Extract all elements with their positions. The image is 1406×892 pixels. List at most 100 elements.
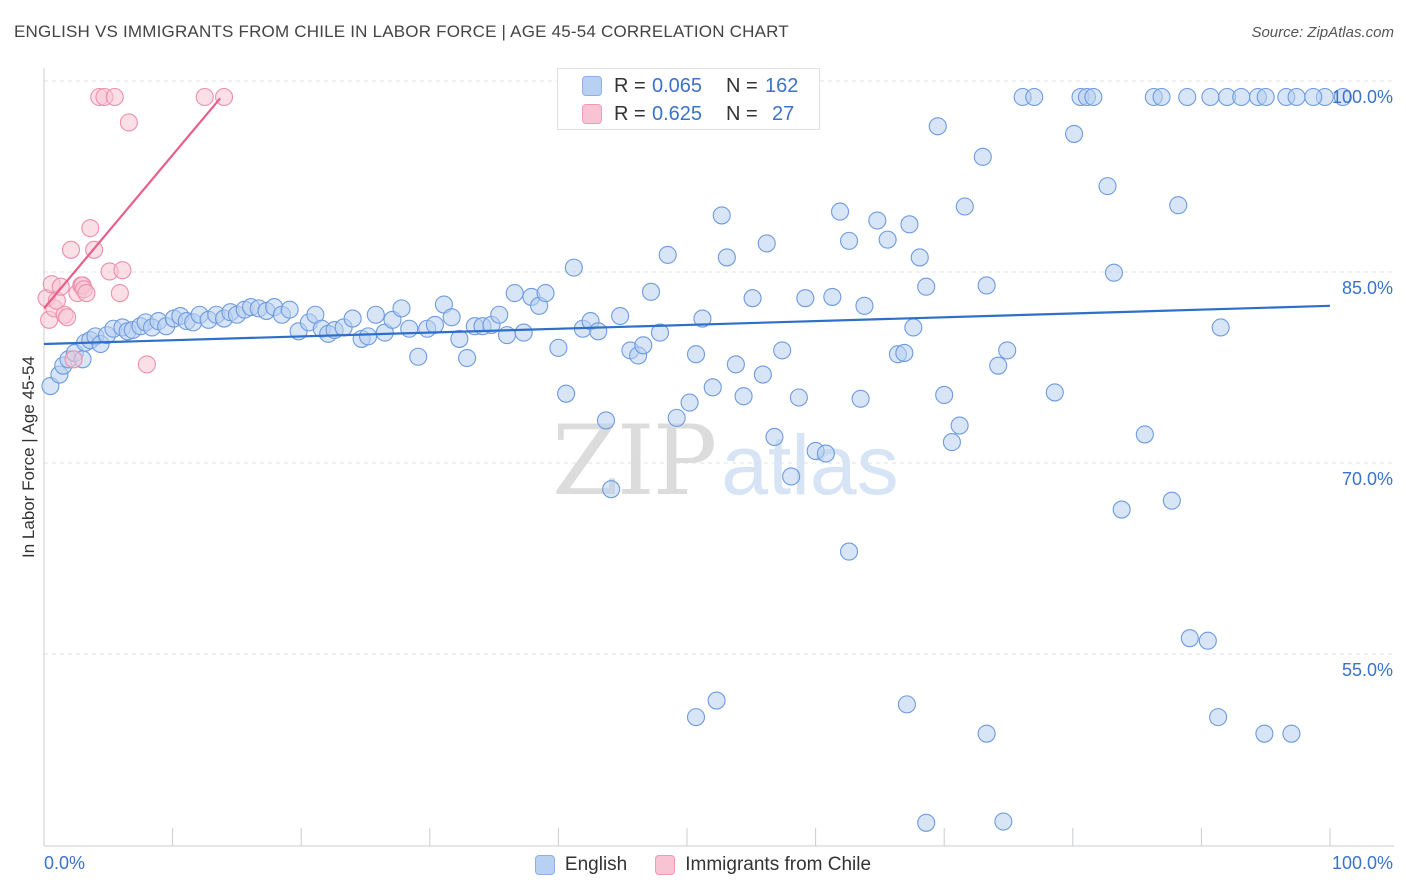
english-point — [989, 356, 1008, 375]
english-point — [717, 248, 736, 267]
chile-point — [214, 87, 234, 107]
english-point — [392, 299, 411, 318]
english-point — [703, 378, 722, 397]
x-ticks — [172, 828, 1331, 846]
english-point — [1135, 425, 1154, 444]
english-swatch — [582, 76, 602, 96]
english-point — [280, 300, 299, 319]
english-point — [1180, 629, 1199, 648]
english-point — [589, 322, 608, 341]
english-point — [458, 348, 477, 368]
english-point — [796, 289, 815, 308]
english-points — [41, 87, 1352, 832]
english-point — [782, 467, 801, 486]
english-point — [1304, 87, 1323, 107]
english-trend-line — [43, 304, 1331, 346]
english-point — [611, 306, 630, 326]
english-point — [1282, 724, 1301, 743]
y-tick-labels: 100.0% 85.0% 70.0% 55.0% — [1332, 87, 1393, 680]
english-point — [596, 411, 616, 430]
legend-swatch-english — [534, 855, 555, 875]
stats-box: R = 0.065 N = 162 R = 0.625 N = 27 — [557, 68, 820, 130]
x-tick-label-end: 100.0% — [1332, 853, 1393, 873]
english-point — [400, 319, 419, 338]
english-point — [686, 345, 706, 364]
chile-point — [81, 219, 100, 238]
legend-item-chile[interactable]: Immigrants from Chile — [655, 854, 871, 876]
english-point — [1162, 491, 1181, 510]
english-point — [1104, 263, 1124, 282]
y-tick-label: 55.0% — [1342, 660, 1393, 680]
english-point — [950, 416, 969, 435]
chile-point — [113, 261, 132, 280]
r-value-english: 0.065 — [652, 74, 703, 97]
english-point — [1025, 87, 1044, 107]
english-point — [773, 341, 792, 360]
english-point — [602, 480, 621, 499]
english-point — [743, 289, 762, 308]
english-point — [450, 329, 469, 348]
chart-title: ENGLISH VS IMMIGRANTS FROM CHILE IN LABO… — [14, 22, 789, 41]
english-point — [1201, 87, 1220, 107]
english-point — [1152, 87, 1171, 107]
english-point — [910, 248, 929, 267]
english-point — [1045, 383, 1064, 402]
legend-item-english[interactable]: English — [534, 854, 627, 876]
chile-point — [105, 87, 124, 107]
english-point — [680, 393, 699, 412]
english-point — [823, 287, 842, 306]
chile-swatch — [582, 104, 602, 124]
r-label: R = — [614, 102, 646, 125]
english-point — [900, 215, 919, 234]
english-point — [977, 724, 996, 743]
chile-point — [77, 284, 96, 303]
english-point — [442, 308, 461, 327]
y-tick-label: 70.0% — [1342, 469, 1393, 489]
n-value-english: 162 — [765, 74, 799, 97]
english-point — [904, 318, 923, 337]
english-point — [514, 323, 533, 342]
source-label: Source: ZipAtlas.com — [1251, 24, 1394, 41]
english-point — [549, 338, 568, 357]
grid-lines — [44, 80, 1394, 655]
english-point — [686, 708, 706, 727]
chile-point — [195, 87, 214, 107]
legend-label-chile: Immigrants from Chile — [685, 854, 872, 875]
english-point — [1084, 87, 1103, 107]
english-point — [557, 384, 576, 403]
chile-point — [58, 308, 77, 327]
english-point — [505, 284, 524, 303]
english-point — [1169, 196, 1188, 215]
chile-point — [119, 113, 138, 132]
english-point — [1178, 87, 1197, 107]
english-point — [998, 341, 1017, 360]
y-tick-label: 85.0% — [1342, 278, 1393, 298]
english-point — [641, 282, 661, 301]
n-label: N = — [726, 102, 758, 125]
english-point — [928, 117, 947, 136]
english-point — [658, 245, 677, 264]
english-point — [1232, 87, 1251, 107]
legend-swatch-chile — [655, 855, 676, 875]
english-point — [973, 147, 992, 166]
english-point — [942, 433, 961, 452]
english-point — [757, 234, 776, 253]
english-point — [409, 347, 428, 366]
chile-point — [61, 240, 81, 259]
english-point — [667, 408, 686, 427]
n-value-chile: 27 — [772, 102, 795, 125]
english-point — [564, 258, 583, 277]
chile-point — [137, 355, 156, 374]
english-point — [712, 206, 731, 225]
legend: English Immigrants from Chile — [0, 852, 1406, 878]
r-label: R = — [614, 74, 646, 97]
english-point — [1112, 500, 1131, 519]
english-point — [935, 385, 954, 405]
english-point — [895, 343, 914, 362]
english-point — [343, 309, 362, 328]
english-point — [536, 284, 555, 303]
english-point — [917, 813, 936, 832]
english-point — [839, 231, 859, 250]
